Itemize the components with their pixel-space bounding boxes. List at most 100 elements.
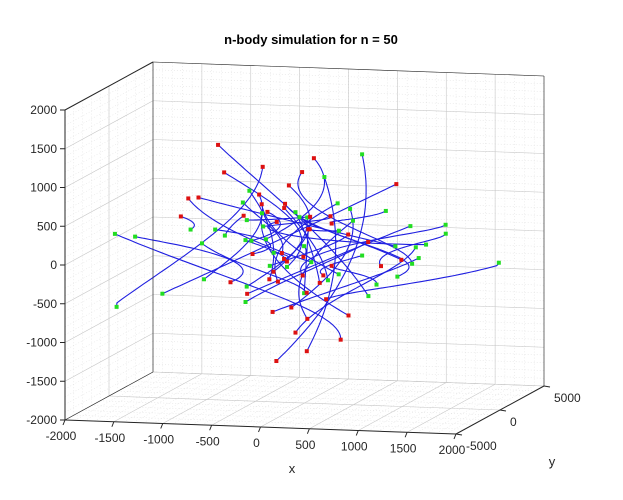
body-start-marker <box>302 291 307 296</box>
y-tick-mark <box>543 385 551 388</box>
trajectory-line <box>246 225 411 295</box>
y-tick-label: 5000 <box>554 391 581 405</box>
z-tick-label: -500 <box>33 297 57 311</box>
axes-frame <box>60 61 551 440</box>
body-start-marker <box>335 201 340 206</box>
body-start-marker <box>243 238 248 243</box>
body-start-marker <box>133 234 138 239</box>
body-end-marker <box>324 297 329 302</box>
trajectory-line <box>248 190 275 280</box>
body-start-marker <box>360 152 365 157</box>
x-tick-mark <box>62 419 66 426</box>
body-end-marker <box>304 290 309 295</box>
x-tick-mark <box>355 430 359 436</box>
body-start-marker <box>267 263 272 268</box>
y-tick-mark <box>455 433 463 436</box>
body-end-marker <box>265 209 270 214</box>
body-start-marker <box>383 208 388 213</box>
body-start-marker <box>305 215 310 220</box>
grid-major-line <box>152 139 545 154</box>
body-start-marker <box>325 278 330 283</box>
body-start-marker <box>348 206 353 211</box>
body-start-marker <box>293 210 298 215</box>
body-end-marker <box>259 202 264 207</box>
body-start-marker <box>202 277 207 282</box>
body-end-marker <box>257 192 262 197</box>
body-start-marker <box>112 231 117 236</box>
body-start-marker <box>443 231 448 236</box>
trajectory-line <box>276 154 367 362</box>
body-start-marker <box>240 200 245 205</box>
x-tick-mark <box>209 425 213 431</box>
body-start-marker <box>297 215 302 220</box>
body-start-marker <box>408 224 413 229</box>
x-tick-label: -500 <box>196 434 220 448</box>
body-start-marker <box>413 245 418 250</box>
body-end-marker <box>178 214 183 219</box>
body-start-marker <box>410 261 415 266</box>
trajectory-line <box>306 176 337 352</box>
trajectory-line <box>295 247 417 333</box>
x-tick-label: -2000 <box>46 429 77 443</box>
body-end-marker <box>274 219 279 224</box>
z-tick-label: 500 <box>37 219 57 233</box>
body-end-marker <box>328 214 333 219</box>
body-start-marker <box>322 175 327 180</box>
body-end-marker <box>346 232 351 237</box>
trajectory-line <box>261 204 339 275</box>
x-axis-label: x <box>289 461 296 476</box>
x-tick-label: 500 <box>295 438 315 452</box>
body-end-marker <box>321 273 326 278</box>
x-tick-mark <box>404 432 408 438</box>
body-end-marker <box>366 240 371 245</box>
body-start-marker <box>263 237 268 242</box>
body-end-marker <box>346 313 351 318</box>
x-tick-label: 1500 <box>390 441 417 455</box>
trajectory-line <box>325 262 500 300</box>
trajectory-line <box>300 224 446 276</box>
body-end-marker <box>260 164 265 169</box>
body-start-marker <box>395 274 400 279</box>
body-end-marker <box>293 330 298 335</box>
body-start-marker <box>424 242 429 247</box>
body-start-marker <box>249 238 254 243</box>
trajectory-line <box>297 171 413 264</box>
back-top-edge <box>152 61 545 77</box>
body-start-marker <box>260 211 265 216</box>
body-end-marker <box>282 206 287 211</box>
body-start-marker <box>188 227 193 232</box>
body-start-marker <box>416 256 421 261</box>
body-end-marker <box>289 305 294 310</box>
z-tick-label: -2000 <box>26 413 57 427</box>
body-end-marker <box>317 280 322 285</box>
body-end-marker <box>284 259 289 264</box>
floor-left-edge <box>64 371 154 421</box>
body-end-marker <box>186 196 191 201</box>
grid-major-line <box>152 100 545 116</box>
body-end-marker <box>283 201 288 206</box>
body-end-marker <box>250 252 255 257</box>
body-end-marker <box>275 279 280 284</box>
z-tick-label: 0 <box>50 258 57 272</box>
trajectory-line <box>201 242 308 294</box>
x-tick-mark <box>160 423 164 429</box>
y-tick-label: 0 <box>510 415 517 429</box>
x-tick-label: -1000 <box>143 433 174 447</box>
body-end-marker <box>228 280 233 285</box>
body-end-marker <box>311 156 316 161</box>
body-end-marker <box>394 182 399 187</box>
body-start-marker <box>247 188 252 193</box>
body-start-marker <box>271 250 276 255</box>
body-end-marker <box>282 256 287 261</box>
x-tick-mark <box>258 426 261 433</box>
body-end-marker <box>308 214 313 219</box>
body-end-marker <box>270 309 275 314</box>
trajectory-line <box>298 220 354 320</box>
x-tick-label: 1000 <box>341 440 368 454</box>
body-end-marker <box>286 183 291 188</box>
body-start-marker <box>360 253 365 258</box>
x-tick-label: 0 <box>253 436 260 450</box>
top-left-edge <box>64 61 154 111</box>
grid-major-line <box>152 332 545 348</box>
